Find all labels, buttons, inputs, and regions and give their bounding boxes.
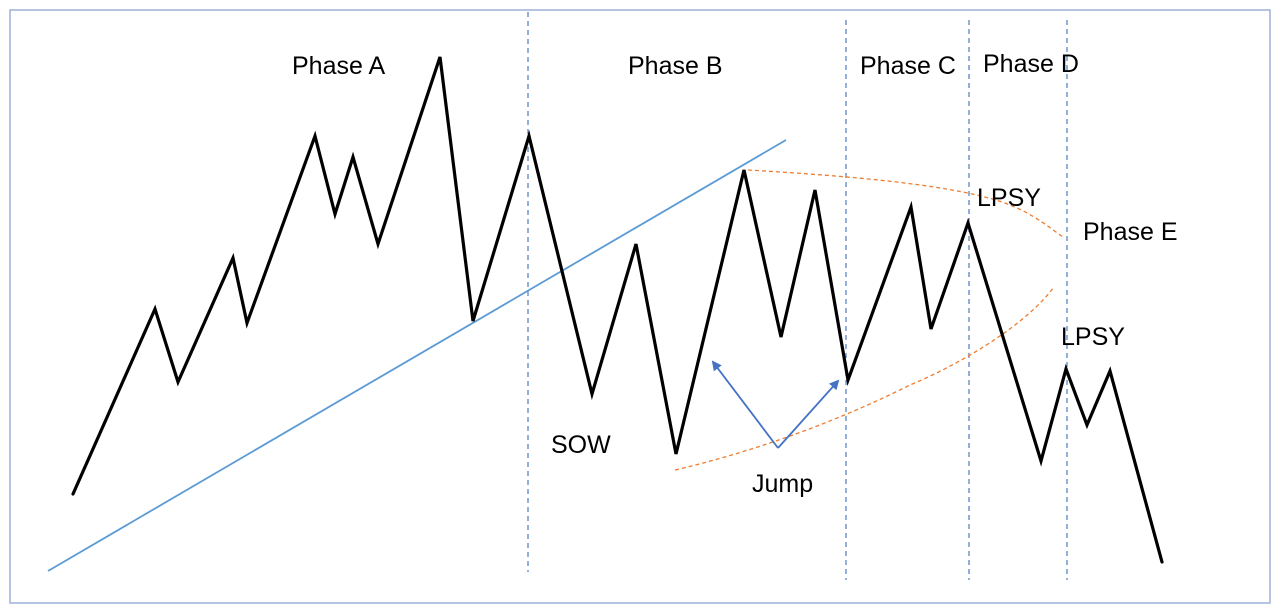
trend-line [47, 139, 787, 572]
channel-upper-boundary [747, 169, 1064, 238]
phase-e-label: Phase E [1083, 218, 1178, 246]
lpsy-label-first: LPSY [977, 184, 1041, 212]
jump-label: Jump [752, 470, 813, 498]
phase-d-label: Phase D [983, 50, 1079, 78]
price-path [71, 56, 1164, 564]
jump-arrow-right [777, 379, 840, 449]
jump-arrow-left [711, 360, 779, 449]
phase-a-label: Phase A [292, 52, 385, 80]
sow-label: SOW [551, 431, 611, 459]
phase-b-label: Phase B [628, 52, 723, 80]
lpsy-label-second: LPSY [1061, 323, 1125, 351]
phase-c-label: Phase C [860, 52, 956, 80]
diagram-frame [9, 9, 1271, 604]
